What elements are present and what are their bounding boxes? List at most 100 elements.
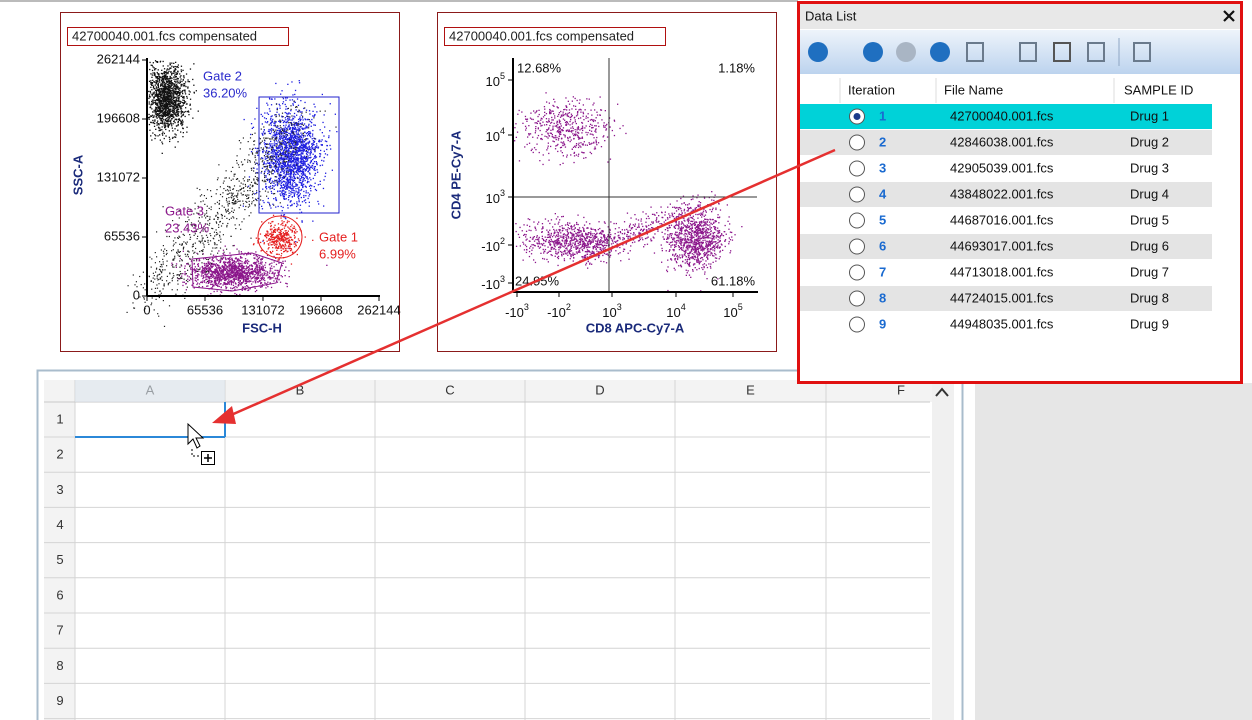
- event-dot: [237, 198, 239, 201]
- event-dot: [156, 122, 158, 124]
- event-dot: [210, 264, 212, 266]
- event-dot: [182, 85, 184, 87]
- event-dot: [267, 285, 269, 288]
- event-dot: [301, 166, 303, 168]
- event-dot: [284, 155, 286, 157]
- event-dot: [278, 146, 280, 148]
- event-dot: [286, 285, 288, 288]
- event-dot: [260, 261, 262, 263]
- event-dot: [266, 240, 268, 242]
- event-dot: [310, 125, 312, 127]
- event-dot: [267, 150, 269, 153]
- event-dot: [229, 259, 231, 261]
- event-dot: [204, 263, 206, 265]
- event-dot: [175, 266, 177, 268]
- event-dot: [214, 264, 216, 266]
- event-dot: [250, 268, 252, 271]
- event-dot: [164, 86, 166, 88]
- event-dot: [304, 168, 307, 171]
- event-dot: [188, 90, 190, 92]
- event-dot: [189, 264, 191, 266]
- event-dot: [261, 261, 263, 263]
- event-dot: [283, 233, 285, 235]
- event-dot: [174, 122, 176, 124]
- event-dot: [256, 147, 258, 150]
- event-dot: [299, 208, 301, 211]
- event-dot: [169, 140, 171, 143]
- event-dot: [273, 170, 276, 172]
- event-dot: [284, 131, 287, 133]
- event-dot: [274, 272, 276, 274]
- event-dot: [167, 91, 169, 93]
- event-dot: [299, 111, 302, 113]
- event-dot: [269, 236, 272, 238]
- event-dot: [162, 60, 164, 63]
- event-dot: [155, 89, 158, 92]
- event-dot: [269, 186, 271, 188]
- event-dot: [288, 159, 290, 162]
- event-dot: [287, 180, 290, 182]
- event-dot: [283, 154, 285, 156]
- event-dot: [272, 136, 274, 138]
- event-dot: [275, 181, 277, 183]
- event-dot: [301, 158, 303, 160]
- event-dot: [302, 169, 304, 171]
- event-dot: [214, 272, 217, 274]
- event-dot: [275, 121, 277, 123]
- event-dot: [271, 146, 274, 148]
- event-dot: [301, 117, 304, 119]
- event-dot: [176, 115, 178, 117]
- event-dot: [248, 272, 250, 274]
- event-dot: [267, 160, 269, 162]
- event-dot: [178, 255, 180, 257]
- event-dot: [163, 103, 165, 105]
- event-dot: [155, 101, 157, 104]
- event-dot: [157, 98, 159, 100]
- event-dot: [211, 287, 213, 289]
- event-dot: [221, 265, 223, 268]
- event-dot: [234, 264, 236, 266]
- event-dot: [300, 147, 302, 149]
- event-dot: [293, 115, 295, 117]
- event-dot: [309, 141, 311, 143]
- event-dot: [292, 139, 294, 142]
- event-dot: [276, 240, 278, 242]
- event-dot: [281, 187, 283, 189]
- event-dot: [158, 96, 160, 98]
- event-dot: [277, 168, 280, 170]
- event-dot: [263, 277, 265, 279]
- event-dot: [250, 271, 253, 274]
- event-dot: [236, 196, 238, 198]
- event-dot: [266, 162, 269, 164]
- event-dot: [197, 282, 199, 284]
- event-dot: [281, 145, 283, 147]
- event-dot: [309, 153, 312, 155]
- event-dot: [308, 131, 310, 133]
- event-dot: [234, 273, 236, 275]
- event-dot: [164, 100, 166, 102]
- event-dot: [299, 128, 301, 130]
- event-dot: [278, 164, 280, 166]
- event-dot: [290, 119, 292, 121]
- event-dot: [314, 182, 316, 184]
- event-dot: [277, 271, 279, 274]
- event-dot: [283, 163, 285, 165]
- event-dot: [279, 238, 281, 240]
- event-dot: [165, 74, 167, 76]
- event-dot: [169, 111, 171, 113]
- event-dot: [242, 275, 244, 277]
- event-dot: [302, 127, 304, 130]
- event-dot: [163, 106, 165, 108]
- event-dot: [184, 274, 186, 276]
- event-dot: [274, 123, 276, 125]
- event-dot: [210, 277, 212, 279]
- event-dot: [308, 205, 310, 207]
- event-dot: [274, 166, 276, 168]
- event-dot: [156, 71, 158, 74]
- event-dot: [207, 262, 209, 265]
- event-dot: [174, 133, 176, 135]
- event-dot: [285, 241, 287, 243]
- event-dot: [271, 241, 274, 243]
- event-dot: [169, 82, 171, 84]
- event-dot: [291, 140, 293, 142]
